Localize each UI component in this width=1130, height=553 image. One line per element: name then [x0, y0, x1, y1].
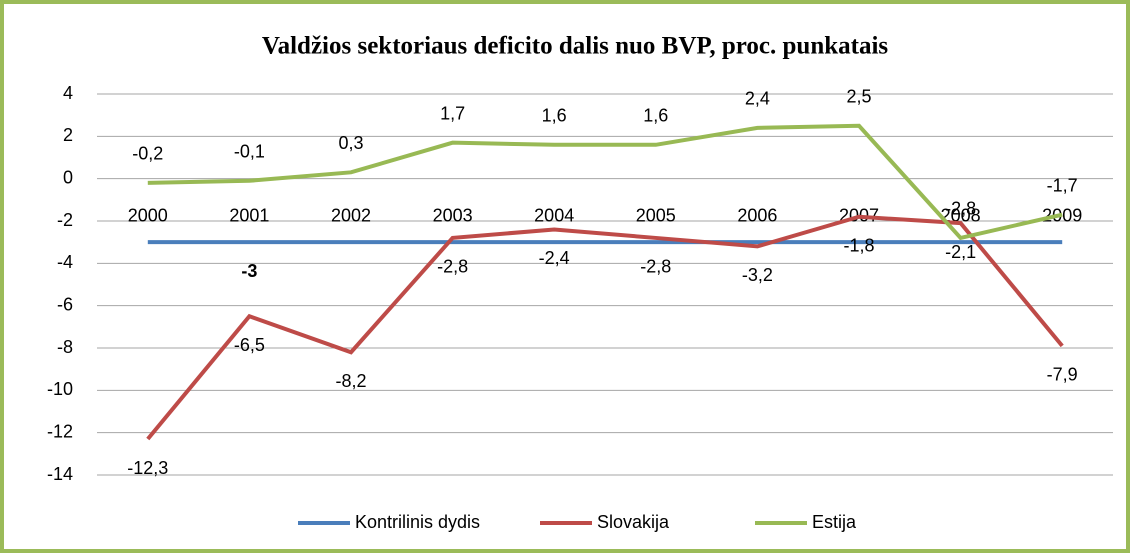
- x-tick-label: 2006: [737, 205, 777, 225]
- chart-title: Valdžios sektoriaus deficito dalis nuo B…: [262, 33, 889, 60]
- legend-label: Estija: [812, 512, 857, 532]
- data-label: -0,2: [132, 144, 163, 164]
- y-tick-label: -4: [57, 252, 73, 272]
- data-label: 1,7: [440, 103, 465, 123]
- data-label: -3,2: [742, 265, 773, 285]
- y-tick-label: -6: [57, 294, 73, 314]
- data-label: -3: [241, 261, 257, 281]
- data-label: -8,2: [335, 371, 366, 391]
- data-label: -2,8: [437, 257, 468, 277]
- x-tick-label: 2004: [534, 205, 574, 225]
- y-tick-label: 2: [63, 125, 73, 145]
- legend-label: Kontrilinis dydis: [355, 512, 480, 532]
- data-label: -2,4: [539, 248, 570, 268]
- x-tick-label: 2003: [433, 205, 473, 225]
- data-label: -7,9: [1047, 365, 1078, 385]
- x-tick-label: 2000: [128, 205, 168, 225]
- data-label: 1,6: [643, 106, 668, 126]
- y-tick-label: -8: [57, 337, 73, 357]
- x-tick-label: 2001: [229, 205, 269, 225]
- data-label: -1,7: [1047, 175, 1078, 195]
- data-label: -12,3: [127, 458, 168, 478]
- x-tick-label: 2005: [636, 205, 676, 225]
- x-tick-label: 2008: [941, 205, 981, 225]
- y-tick-label: -14: [47, 464, 73, 484]
- y-tick-label: 4: [63, 83, 73, 103]
- data-label: -2,8: [945, 199, 976, 219]
- y-tick-label: -10: [47, 379, 73, 399]
- data-label: -1,8: [843, 236, 874, 256]
- series-line: [146, 214, 1064, 441]
- y-tick-label: -2: [57, 210, 73, 230]
- y-tick-label: -12: [47, 421, 73, 441]
- data-label: 2,5: [846, 87, 871, 107]
- data-label: -2,8: [640, 257, 671, 277]
- data-label: 0,3: [338, 133, 363, 153]
- x-tick-label: 2002: [331, 205, 371, 225]
- data-label: -0,1: [234, 142, 265, 162]
- series-line: [147, 123, 1063, 241]
- y-tick-label: 0: [63, 167, 73, 187]
- data-label: -2,1: [945, 242, 976, 262]
- legend-label: Slovakija: [597, 512, 670, 532]
- data-label: 2,4: [745, 89, 770, 109]
- data-label: -6,5: [234, 335, 265, 355]
- data-label: 1,6: [542, 106, 567, 126]
